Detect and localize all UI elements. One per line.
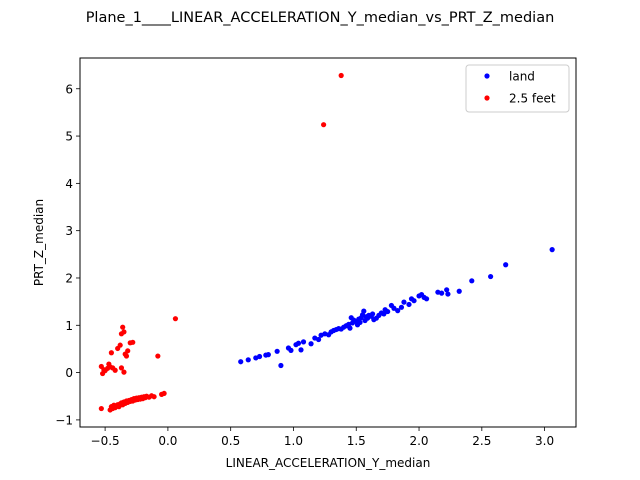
data-point <box>300 339 307 345</box>
data-point <box>172 316 179 322</box>
data-point <box>338 72 344 79</box>
data-point <box>315 336 322 343</box>
data-point <box>369 311 376 317</box>
data-point <box>117 342 123 348</box>
data-point <box>308 341 314 347</box>
data-point <box>125 348 131 354</box>
series-land <box>238 247 555 369</box>
data-point <box>256 353 263 360</box>
legend-box <box>465 64 570 113</box>
plot-frame <box>79 57 577 428</box>
data-point <box>238 359 244 365</box>
data-point <box>391 305 397 311</box>
data-point <box>120 324 126 330</box>
data-point <box>444 287 450 293</box>
y-tick-label: 1 <box>65 319 73 333</box>
data-point <box>406 301 412 308</box>
data-point <box>108 350 114 356</box>
y-tick-label: −1 <box>55 413 73 427</box>
y-tick-label: 0 <box>65 366 73 380</box>
legend: land 2.5 feet <box>465 64 570 113</box>
data-point <box>274 348 280 354</box>
y-tick-label: 4 <box>65 177 73 191</box>
plot-background <box>80 58 576 427</box>
y-axis: −1 0 1 2 3 4 5 6 <box>55 82 80 427</box>
data-point <box>469 278 475 284</box>
data-point <box>161 390 167 397</box>
data-point <box>439 290 445 296</box>
data-point <box>121 329 127 335</box>
x-tick-label: 3.0 <box>535 434 554 448</box>
x-tick-label: 2.5 <box>472 434 491 448</box>
legend-label-land: land <box>509 70 535 84</box>
x-tick-label: 2.0 <box>409 434 428 448</box>
data-point <box>411 298 417 304</box>
data-point <box>347 325 353 331</box>
data-point <box>123 353 130 359</box>
data-point <box>118 365 125 371</box>
data-point <box>381 311 387 317</box>
data-point <box>385 308 391 315</box>
data-point <box>401 299 407 305</box>
chart-title: Plane_1____LINEAR_ACCELERATION_Y_median_… <box>86 10 555 26</box>
data-point <box>151 394 157 400</box>
data-point <box>121 369 127 375</box>
x-tick-label: 0.5 <box>221 434 240 448</box>
data-point <box>503 262 509 268</box>
points-layer <box>98 72 555 413</box>
data-point <box>295 340 302 346</box>
data-point <box>456 288 462 294</box>
y-tick-label: 2 <box>65 271 73 285</box>
data-point <box>155 353 161 359</box>
x-tick-label: −0.5 <box>91 434 120 448</box>
data-point <box>288 347 294 353</box>
legend-label-2-5-feet: 2.5 feet <box>509 92 556 106</box>
x-tick-label: 1.5 <box>347 434 366 448</box>
data-point <box>445 291 451 297</box>
data-point <box>112 367 118 373</box>
x-tick-label: 1.0 <box>284 434 303 448</box>
data-point <box>395 308 401 314</box>
data-point <box>265 352 271 358</box>
data-point <box>423 296 430 302</box>
data-point <box>549 247 555 253</box>
legend-marker-land <box>484 73 490 79</box>
data-point <box>130 339 136 345</box>
x-axis: −0.5 0.0 0.5 1.0 1.5 2.0 2.5 3.0 <box>91 427 554 448</box>
y-tick-label: 3 <box>65 224 73 238</box>
plot-area <box>79 57 577 428</box>
data-point <box>488 273 494 280</box>
data-point <box>298 347 304 353</box>
data-point <box>321 122 327 128</box>
x-axis-label: LINEAR_ACCELERATION_Y_median <box>226 456 431 470</box>
data-point <box>357 319 363 326</box>
data-point <box>245 357 251 363</box>
data-point <box>278 362 284 369</box>
y-axis-label: PRT_Z_median <box>32 199 46 286</box>
y-tick-label: 6 <box>65 82 73 96</box>
data-point <box>98 405 104 412</box>
data-point <box>398 304 405 310</box>
data-point <box>361 308 367 314</box>
legend-marker-2-5-feet <box>484 95 490 101</box>
series-2-5-feet <box>98 72 344 413</box>
x-tick-label: 0.0 <box>158 434 177 448</box>
y-tick-label: 5 <box>65 130 73 144</box>
